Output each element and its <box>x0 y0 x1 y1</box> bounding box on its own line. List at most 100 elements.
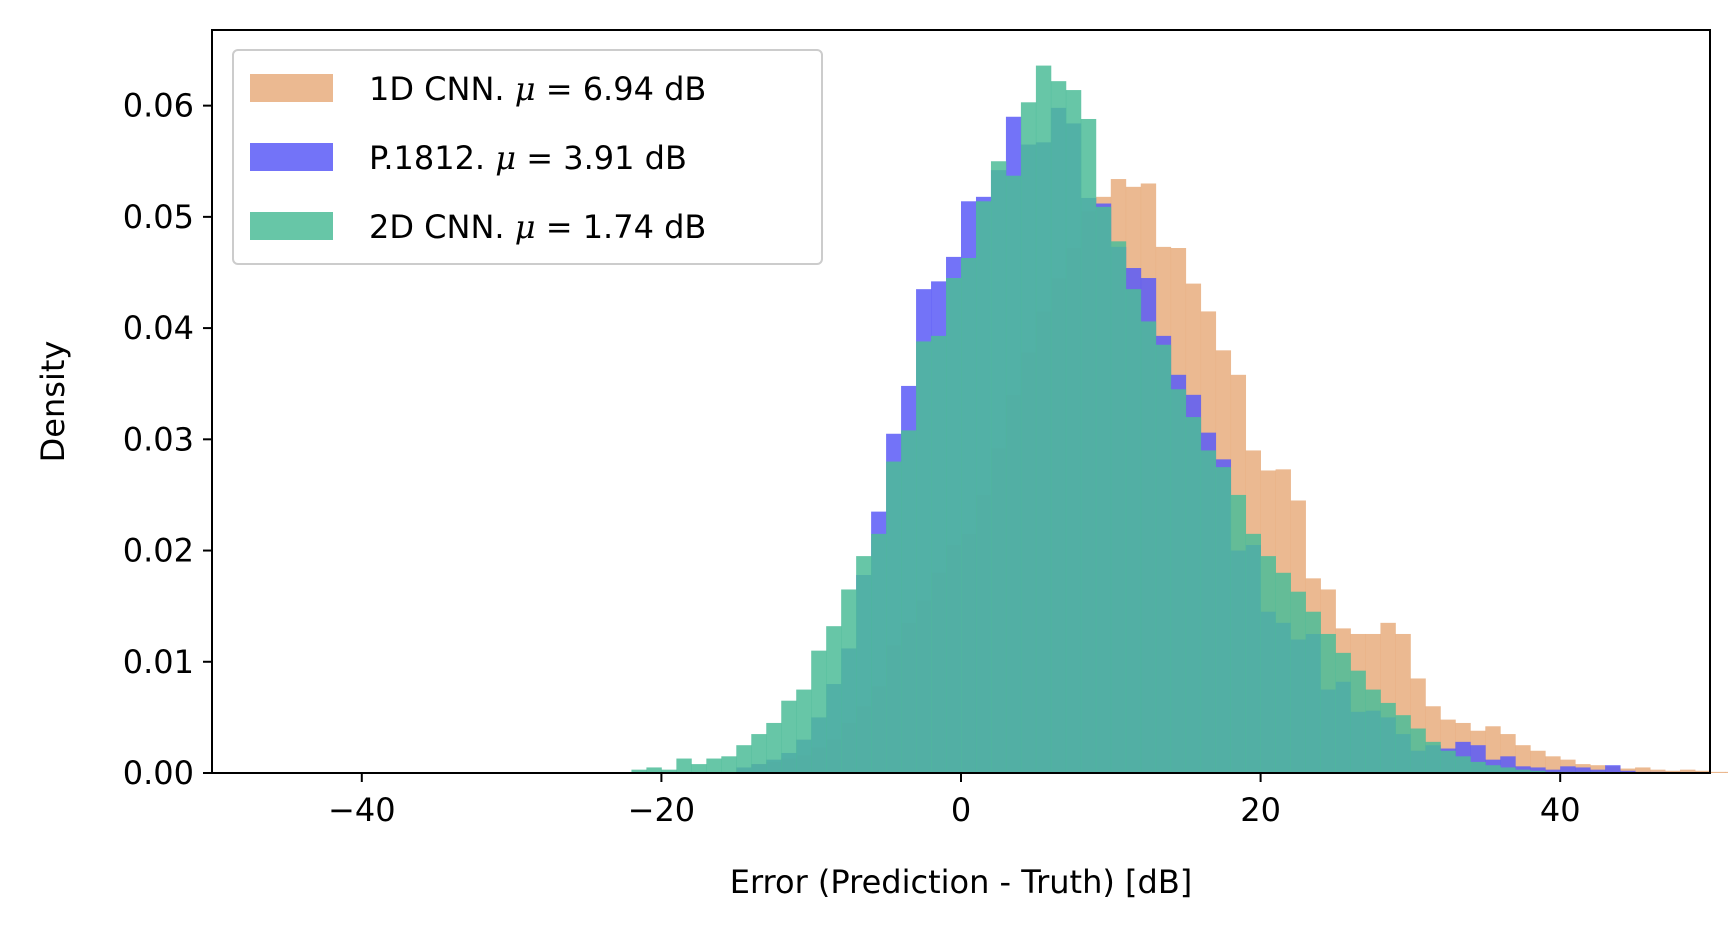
histogram-bar <box>1305 611 1321 773</box>
histogram-bar <box>975 201 992 774</box>
histogram-bar <box>1560 766 1576 773</box>
y-tick-label: 0.03 <box>123 420 194 458</box>
legend-label: P.1812. μ = 3.91 dB <box>369 139 687 177</box>
histogram-bar <box>1155 344 1172 773</box>
histogram-bar <box>901 430 917 773</box>
histogram-bar <box>1470 761 1486 773</box>
histogram-bar <box>1065 90 1082 773</box>
histogram-bar <box>1605 765 1621 773</box>
bars-layer <box>631 65 1728 774</box>
histogram-bar <box>1140 321 1157 773</box>
x-tick-label: −40 <box>328 791 396 829</box>
histogram-bar <box>751 734 767 773</box>
histogram-bar <box>1545 769 1561 773</box>
y-tick-label: 0.05 <box>123 198 194 236</box>
y-tick-label: 0.01 <box>123 643 194 681</box>
histogram-bar <box>1425 741 1441 773</box>
histogram-bar <box>1455 756 1471 773</box>
histogram-bar <box>1275 572 1291 773</box>
legend-box <box>232 49 823 265</box>
y-tick-label: 0.00 <box>123 754 194 792</box>
y-tick-label: 0.02 <box>123 532 194 570</box>
histogram-bar <box>886 461 902 773</box>
histogram-bar <box>1005 175 1022 773</box>
histogram-bar <box>1335 652 1351 773</box>
histogram-bar <box>781 700 797 773</box>
series-3-bars <box>631 65 1606 774</box>
histogram-bar <box>961 258 977 773</box>
histogram-bar <box>1395 715 1411 773</box>
histogram-bar <box>661 769 677 773</box>
histogram-bar <box>1575 767 1591 773</box>
histogram-bar <box>856 556 872 773</box>
histogram-bar <box>1050 81 1067 773</box>
x-tick-label: 20 <box>1240 791 1281 829</box>
histogram-bar <box>811 650 827 773</box>
histogram-bar <box>1590 765 1606 773</box>
histogram-bar <box>1710 771 1726 773</box>
histogram-bar <box>1650 769 1666 773</box>
histogram-bar <box>1590 769 1606 773</box>
histogram-bar <box>1665 770 1681 773</box>
histogram-bar <box>1724 771 1728 773</box>
histogram-bar <box>631 769 647 773</box>
histogram-bar <box>990 161 1007 773</box>
histogram-bar <box>1125 289 1142 773</box>
histogram-bar <box>826 626 842 773</box>
histogram-bar <box>1230 494 1247 773</box>
histogram-bar <box>1365 689 1381 773</box>
histogram-bar <box>1170 389 1187 773</box>
histogram-bar <box>1320 633 1336 773</box>
histogram-bar <box>1410 728 1426 773</box>
legend-swatch <box>250 143 333 171</box>
histogram-bar <box>871 533 887 773</box>
legend: 1D CNN. μ = 6.94 dB P.1812. μ = 3.91 dB 2D… <box>232 49 823 265</box>
histogram-bar <box>796 689 812 773</box>
histogram-bar <box>841 589 857 773</box>
legend-swatch <box>250 74 333 102</box>
legend-label: 1D CNN. μ = 6.94 dB <box>369 70 706 108</box>
legend-label: 2D CNN. μ = 1.74 dB <box>369 208 706 246</box>
histogram-bar <box>676 758 692 773</box>
y-tick-label: 0.04 <box>123 309 194 347</box>
histogram-bar <box>931 335 947 773</box>
histogram-bar <box>1695 770 1711 773</box>
histogram-bar <box>1620 768 1636 773</box>
histogram-bar <box>1380 702 1396 773</box>
histogram-bar <box>1440 750 1456 773</box>
histogram-bar <box>646 767 662 773</box>
histogram-bar <box>1620 770 1636 773</box>
histogram-bar <box>1680 769 1696 773</box>
histogram-bar <box>1215 467 1232 773</box>
histogram-bar <box>1530 770 1546 773</box>
histogram-bar <box>766 722 782 773</box>
histogram-bar <box>1260 556 1276 773</box>
histogram-bar <box>721 756 737 773</box>
x-tick-label: −20 <box>628 791 696 829</box>
histogram-bar <box>1515 745 1531 773</box>
x-tick-label: 40 <box>1540 791 1581 829</box>
histogram-bar <box>691 764 707 773</box>
histogram-bar <box>1110 241 1127 773</box>
histogram-bar <box>1545 756 1561 773</box>
histogram-bar <box>1530 767 1546 773</box>
histogram-bar <box>1200 450 1217 773</box>
histogram-bar <box>1185 417 1202 773</box>
histogram-bar <box>1245 533 1261 773</box>
histogram-bar <box>1020 102 1037 774</box>
histogram-bar <box>1080 118 1097 774</box>
histogram-bar <box>1515 769 1531 773</box>
histogram-bar <box>1095 206 1112 774</box>
y-tick-label: 0.06 <box>123 87 194 125</box>
histogram-bar <box>1290 591 1306 773</box>
x-axis-label: Error (Prediction - Truth) [dB] <box>730 863 1193 901</box>
y-axis-label: Density <box>34 341 72 463</box>
histogram-bar <box>1635 767 1651 773</box>
histogram-bar <box>1035 65 1052 774</box>
legend-swatch <box>250 212 333 240</box>
histogram-bar <box>916 341 932 773</box>
histogram-bar <box>1530 750 1546 773</box>
histogram-bar <box>946 278 962 773</box>
